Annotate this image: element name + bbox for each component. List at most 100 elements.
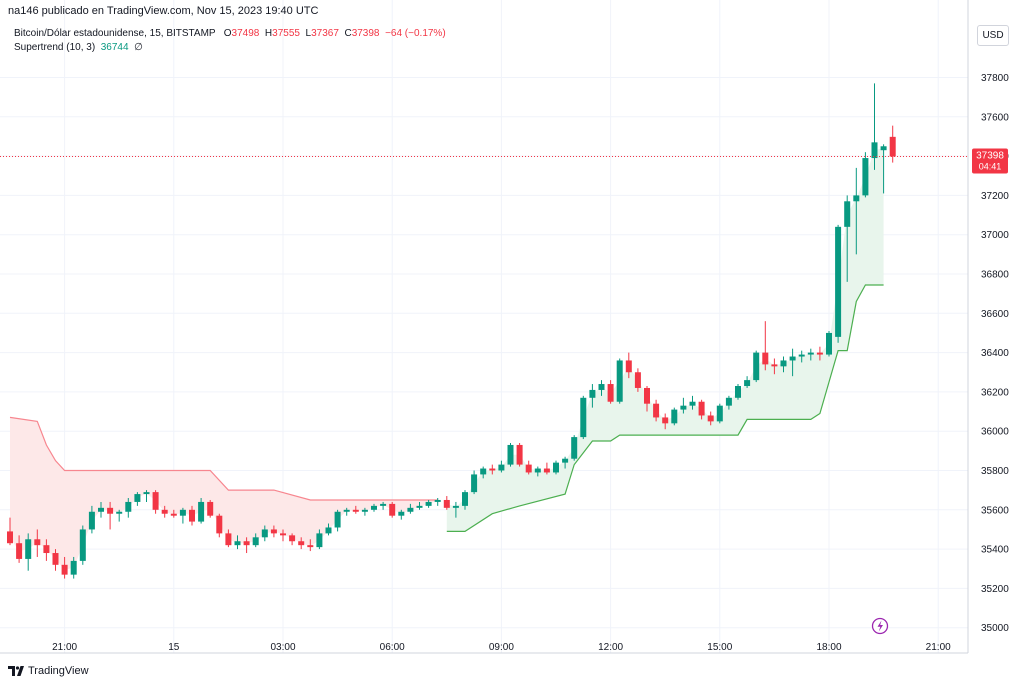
candle [871, 83, 878, 170]
tradingview-logo-icon [8, 666, 24, 676]
candle [325, 523, 332, 536]
time-axis[interactable]: 21:00 15 03:00 06:00 09:00 12:00 15:00 18:00 21:… [52, 642, 951, 653]
candle [853, 167, 860, 255]
candle-body [716, 405, 723, 422]
candle-body [534, 468, 541, 473]
candle [680, 397, 687, 414]
candle [553, 460, 559, 475]
candle-body [844, 201, 851, 227]
indicator-legend[interactable]: Supertrend (10, 3) 36744 ∅ [14, 42, 143, 53]
lightning-icon[interactable] [871, 617, 889, 635]
indicator-name: Supertrend (10, 3) [14, 42, 96, 53]
candle-body [662, 417, 669, 424]
candle-body [343, 509, 350, 512]
candle [143, 490, 150, 502]
x-tick-label: 12:00 [598, 642, 623, 653]
candle [216, 513, 223, 538]
candle-body [771, 364, 778, 367]
candle [862, 152, 869, 198]
candle-body [589, 389, 596, 398]
tradingview-footer[interactable]: TradingView [8, 665, 89, 677]
candle [516, 442, 523, 467]
candle [225, 529, 232, 548]
candle-body [189, 509, 195, 522]
candle-body [744, 380, 751, 387]
y-tick-label: 37200 [981, 191, 1009, 202]
candle-body [689, 401, 696, 406]
price-tag-value: 37398 [976, 151, 1004, 162]
y-tick-label: 36000 [981, 427, 1009, 438]
candle-body [780, 360, 787, 367]
candle-body [480, 468, 487, 475]
price-tag: 37398 04:41 [972, 148, 1008, 174]
candle [352, 505, 359, 514]
candle-body [225, 533, 232, 546]
y-tick-label: 36600 [981, 309, 1009, 320]
candle-body [498, 464, 505, 471]
candle-body [452, 505, 459, 508]
candle [634, 368, 641, 392]
tradingview-brand: TradingView [28, 665, 89, 677]
candle [462, 490, 468, 510]
candle-body [380, 503, 387, 506]
candle-body [871, 142, 878, 159]
candle [25, 533, 32, 571]
y-tick-label: 35800 [981, 466, 1009, 477]
open-value: 37498 [231, 28, 260, 39]
candle-body [543, 468, 550, 473]
candle-body [198, 501, 205, 522]
candle-body [70, 560, 77, 575]
candle [789, 348, 796, 377]
candle [234, 535, 241, 550]
candle-body [434, 499, 441, 502]
candle-body [625, 360, 632, 373]
candle [689, 395, 696, 410]
x-tick-label: 15:00 [707, 642, 732, 653]
y-tick-label: 37600 [981, 112, 1009, 123]
x-tick-label: 09:00 [489, 642, 514, 653]
price-tag-countdown: 04:41 [979, 162, 1002, 172]
candle [125, 498, 132, 518]
candle [571, 435, 578, 461]
candle [307, 539, 314, 552]
candle [807, 348, 814, 361]
candle [716, 403, 723, 424]
candle-body [79, 529, 86, 561]
candle [398, 509, 405, 520]
candles [7, 83, 896, 579]
candle [534, 466, 541, 477]
candle [616, 358, 623, 404]
x-tick-label: 15 [168, 642, 180, 653]
candle-body [216, 515, 223, 534]
candle-body [325, 527, 332, 534]
candle-body [516, 444, 523, 465]
candle [134, 492, 141, 506]
candle [443, 496, 450, 510]
candle [280, 529, 286, 542]
candle [361, 507, 368, 516]
x-tick-label: 21:00 [52, 642, 77, 653]
candle [79, 525, 86, 565]
currency-button[interactable]: USD [977, 25, 1009, 46]
candle-body [425, 501, 432, 506]
candle [816, 346, 823, 361]
candle-body [371, 505, 377, 510]
candle-body [889, 136, 896, 157]
candle-body [598, 384, 605, 390]
candle [798, 350, 805, 363]
candle-body [7, 531, 13, 544]
candle [880, 144, 887, 194]
candle [725, 395, 732, 410]
candle [498, 460, 505, 473]
candle [371, 503, 377, 512]
candle-body [107, 507, 114, 514]
candle [434, 498, 441, 506]
candle-body [707, 415, 714, 422]
candle-body [179, 509, 186, 516]
candle-body [243, 541, 250, 546]
candle [289, 533, 296, 546]
candle [343, 507, 350, 516]
candle-body [280, 533, 286, 536]
candle [744, 376, 751, 388]
